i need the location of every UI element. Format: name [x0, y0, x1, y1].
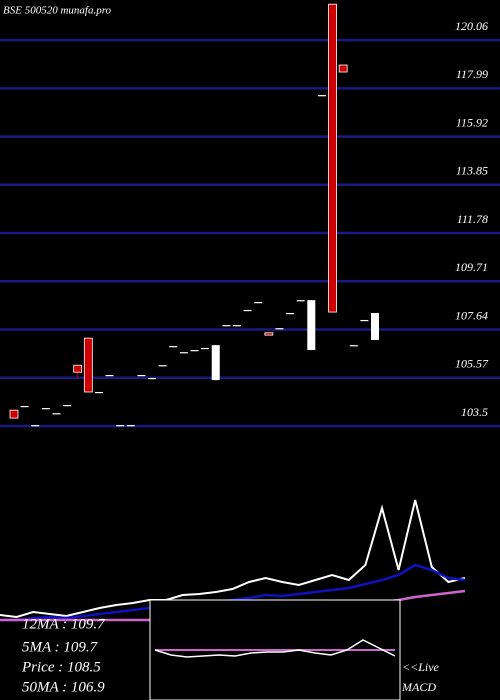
- candle-body: [105, 374, 114, 377]
- y-tick-label: 107.64: [455, 308, 488, 322]
- candle-body: [190, 350, 199, 352]
- candle-body: [83, 337, 93, 393]
- candle-body: [126, 425, 135, 427]
- macd-line: [154, 639, 396, 658]
- candle-body: [243, 309, 252, 312]
- candle-body: [179, 352, 188, 354]
- y-tick-label: 115.92: [456, 115, 488, 129]
- candle-body: [211, 345, 220, 381]
- macd-live: <<Live: [402, 660, 440, 674]
- candle-body: [275, 328, 284, 330]
- legend-text: Price : 108.5: [21, 659, 101, 675]
- candle-body: [360, 319, 369, 322]
- candle-body: [20, 405, 29, 408]
- candle-body: [254, 302, 263, 304]
- y-tick-label: 120.06: [455, 19, 488, 33]
- y-tick-label: 113.85: [456, 164, 488, 178]
- candle-body: [169, 346, 178, 348]
- y-tick-label: 105.57: [455, 357, 489, 371]
- candle-body: [201, 347, 210, 350]
- candle-body: [9, 409, 19, 419]
- candles: [9, 3, 379, 427]
- legend-text: 5MA : 109.7: [22, 639, 99, 655]
- candle-body: [137, 374, 146, 377]
- candle-body: [222, 325, 231, 327]
- candle-body: [52, 413, 61, 415]
- candle-body: [158, 365, 167, 367]
- candle-body: [73, 364, 83, 373]
- candle-body: [317, 95, 326, 97]
- chart-title: BSE 500520 munafa.pro: [3, 5, 112, 17]
- candle-body: [296, 300, 305, 302]
- y-tick-label: 103.5: [461, 405, 488, 419]
- candle-body: [286, 312, 295, 315]
- candle-body: [116, 425, 125, 427]
- candle-body: [371, 312, 379, 341]
- candle-body: [232, 325, 241, 327]
- candle-body: [148, 378, 157, 380]
- candle-body: [41, 408, 50, 410]
- candle-body: [264, 332, 274, 336]
- macd-title: MACD: [401, 680, 436, 694]
- legend-text: 50MA : 106.9: [22, 679, 105, 695]
- y-tick-label: 117.99: [456, 67, 488, 81]
- y-tick-label: 111.78: [457, 212, 488, 226]
- y-tick-label: 109.71: [455, 260, 488, 274]
- candle-body: [63, 405, 72, 407]
- candle-body: [338, 64, 348, 73]
- candle-body: [328, 3, 337, 313]
- indicator-line: [0, 499, 466, 619]
- candle-body: [307, 300, 316, 351]
- legend-text: 12MA : 109.7: [22, 616, 106, 632]
- candle-body: [31, 425, 40, 427]
- candle-body: [94, 391, 103, 394]
- candle-body: [349, 345, 358, 347]
